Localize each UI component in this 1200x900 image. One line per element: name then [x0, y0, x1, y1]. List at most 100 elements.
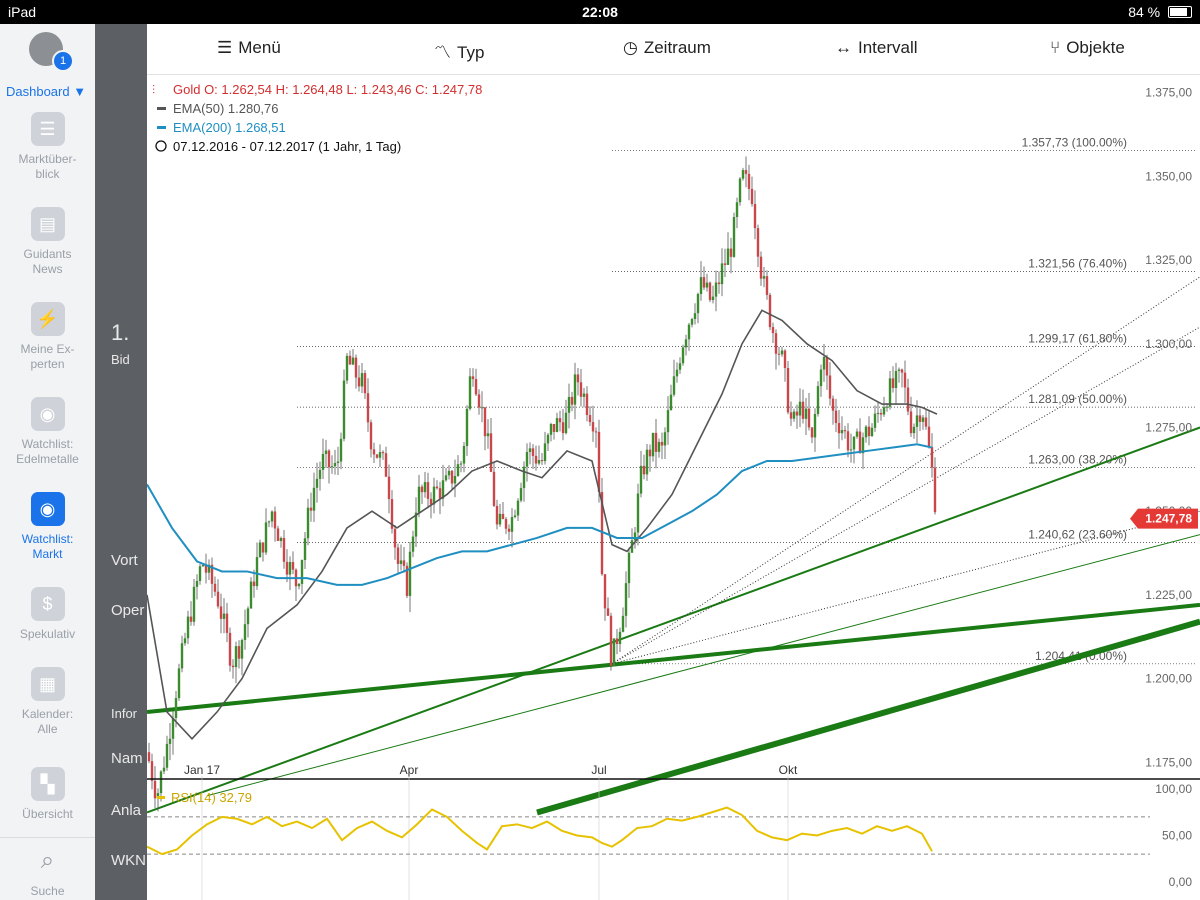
candle-body	[273, 511, 277, 529]
candle-body	[594, 431, 598, 433]
candle-body	[708, 282, 712, 301]
calendar-icon: ▦	[30, 667, 65, 701]
sidebar-item-marktueberblick[interactable]: ☰ Marktüber- blick	[0, 112, 95, 182]
dashboard-dropdown[interactable]: Dashboard ▼	[6, 84, 87, 99]
candle-body	[912, 426, 916, 434]
sidebar-item-watchlist-markt[interactable]: ◉ Watchlist: Markt	[0, 492, 95, 562]
candle-body	[612, 638, 616, 666]
candle-body	[519, 488, 523, 501]
candle-body	[237, 646, 241, 659]
interval-button[interactable]: ↔ Intervall	[835, 38, 918, 57]
candle-body	[585, 393, 589, 416]
candle-body	[267, 521, 271, 523]
candle-body	[795, 411, 799, 416]
battery-indicator: 84 %	[1128, 4, 1192, 20]
sidebar-item-kalender[interactable]: ▦ Kalender: Alle	[0, 667, 95, 737]
candle-body	[717, 282, 721, 285]
candle-body	[369, 422, 373, 450]
candle-body	[882, 407, 886, 415]
notification-badge: 1	[52, 50, 74, 72]
candle-body	[906, 387, 910, 412]
candle-body	[390, 499, 394, 529]
legend-period: 07.12.2016 - 07.12.2017 (1 Jahr, 1 Tag)	[173, 139, 401, 154]
candle-body	[714, 282, 718, 297]
sidebar-item-meine-experten[interactable]: ⚡ Meine Ex- perten	[0, 302, 95, 372]
candle-body	[909, 411, 913, 434]
candle-body	[492, 471, 496, 506]
sidebar-item-uebersicht[interactable]: ▚ Übersicht	[0, 767, 95, 822]
candle-body	[195, 580, 199, 587]
candle-body	[252, 581, 256, 587]
candle-body	[438, 488, 442, 499]
candle-body	[435, 486, 439, 489]
candle-body	[666, 410, 670, 433]
sidebar: 1 Dashboard ▼ ☰ Marktüber- blick ▤ Guida…	[0, 24, 96, 900]
candle-body	[306, 507, 310, 539]
candle-body	[405, 565, 409, 596]
candle-body	[465, 408, 469, 447]
candle-body	[333, 462, 337, 467]
candle-body	[291, 562, 295, 570]
rsi-tick-label: 50,00	[1162, 829, 1192, 843]
sidebar-item-label: Watchlist: Markt	[21, 532, 74, 561]
menu-button[interactable]: ☰ Menü	[217, 38, 281, 57]
candle-body	[408, 551, 412, 596]
candle-body	[885, 406, 889, 408]
candle-body	[486, 433, 490, 437]
candle-body	[711, 296, 715, 301]
candle-body	[693, 313, 697, 319]
candle-body	[591, 422, 595, 432]
y-tick-label: 1.225,00	[1145, 588, 1192, 602]
candle-body	[507, 528, 511, 532]
candle-body	[888, 378, 892, 407]
candle-body	[801, 401, 805, 419]
hamburger-icon: ☰	[217, 38, 233, 57]
battery-percent: 84 %	[1128, 4, 1161, 20]
candle-body	[669, 394, 673, 411]
last-price-label: 1.247,78	[1145, 512, 1192, 526]
candle-body	[846, 431, 850, 451]
candle-body	[516, 500, 520, 516]
candle-body	[567, 396, 571, 413]
candle-body	[819, 369, 823, 387]
objects-button[interactable]: ⑂ Objekte	[1050, 38, 1125, 57]
candle-body	[255, 557, 259, 587]
candle-body	[897, 369, 901, 371]
legend-ema50: EMA(50) 1.280,76	[173, 101, 279, 116]
candle-body	[171, 718, 175, 739]
candle-body	[450, 470, 454, 484]
sidebar-item-suche[interactable]: ⌕ Suche	[0, 837, 95, 899]
candle-body	[657, 441, 661, 452]
candle-body	[279, 537, 283, 542]
candle-body	[261, 542, 265, 553]
candle-body	[930, 447, 934, 468]
bg-text: 1.	[111, 320, 130, 345]
sidebar-item-label: Watchlist: Edelmetalle	[16, 437, 79, 466]
candle-body	[849, 449, 853, 451]
sidebar-item-guidants-news[interactable]: ▤ Guidants News	[0, 207, 95, 277]
y-tick-label: 1.175,00	[1145, 755, 1192, 769]
y-tick-label: 1.375,00	[1145, 86, 1192, 100]
candle-body	[678, 363, 682, 370]
sidebar-item-label: Meine Ex- perten	[20, 342, 75, 371]
candle-body	[762, 276, 766, 279]
candle-body	[336, 461, 340, 463]
range-button[interactable]: ◷ Zeitraum	[623, 38, 711, 57]
candle-body	[447, 470, 451, 476]
candle-body	[816, 386, 820, 414]
candle-body	[201, 564, 205, 567]
candle-body	[558, 418, 562, 423]
candle-body	[219, 606, 223, 619]
type-button[interactable]: 〽 Typ	[434, 38, 484, 63]
sidebar-item-watchlist-edelmetalle[interactable]: ◉ Watchlist: Edelmetalle	[0, 397, 95, 467]
candle-body	[288, 562, 292, 575]
y-tick-label: 1.200,00	[1145, 672, 1192, 686]
trendline	[536, 618, 1200, 816]
candle-body	[432, 486, 436, 505]
candle-body	[588, 415, 592, 423]
candle-body	[732, 217, 736, 257]
background-panel: 1. Bid Vort Oper Infor Nam Anla WKN	[95, 24, 147, 900]
sidebar-item-spekulativ[interactable]: $ Spekulativ	[0, 587, 95, 642]
candle-body	[642, 465, 646, 475]
price-chart[interactable]: 1.357,73 (100.00%) 1.321,56 (76.40%) 1.299…	[147, 24, 1200, 900]
